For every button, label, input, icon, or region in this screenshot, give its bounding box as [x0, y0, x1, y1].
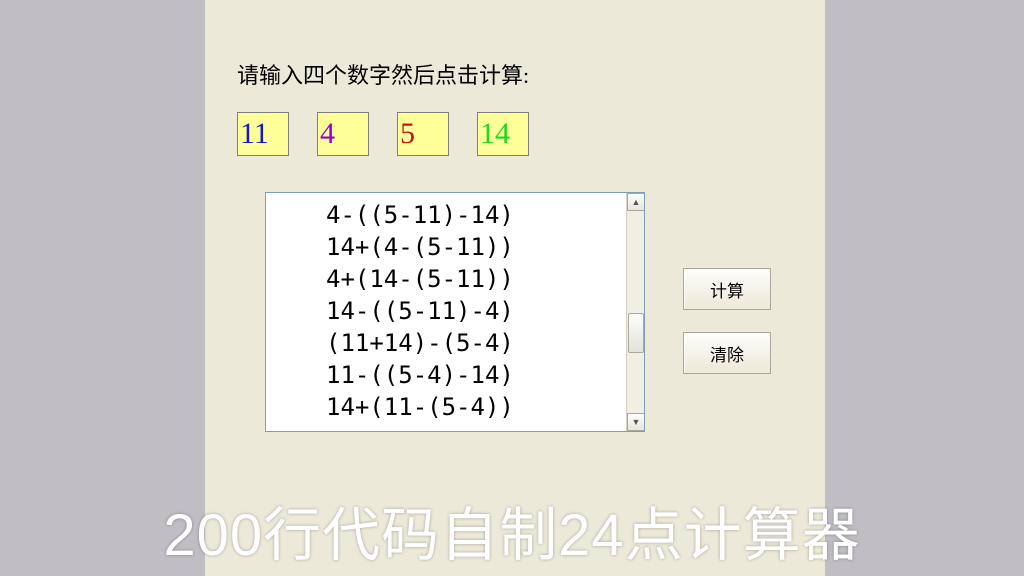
- prompt-label: 请输入四个数字然后点击计算:: [237, 58, 529, 90]
- clear-button[interactable]: 清除: [683, 332, 771, 374]
- scroll-up-icon[interactable]: ▲: [627, 193, 645, 211]
- caption-text: 200行代码自制24点计算器: [0, 488, 1024, 572]
- scrollbar[interactable]: ▲ ▼: [626, 193, 644, 431]
- number-input-4[interactable]: 14: [477, 112, 529, 156]
- scroll-thumb[interactable]: [628, 313, 644, 353]
- number-inputs-row: 11 4 5 14: [237, 112, 529, 156]
- number-input-1[interactable]: 11: [237, 112, 289, 156]
- results-content: 4-((5-11)-14) 14+(4-(5-11)) 4+(14-(5-11)…: [266, 193, 644, 423]
- results-textarea[interactable]: 4-((5-11)-14) 14+(4-(5-11)) 4+(14-(5-11)…: [265, 192, 645, 432]
- calculate-button[interactable]: 计算: [683, 268, 771, 310]
- scroll-down-icon[interactable]: ▼: [627, 413, 645, 431]
- number-input-2[interactable]: 4: [317, 112, 369, 156]
- number-input-3[interactable]: 5: [397, 112, 449, 156]
